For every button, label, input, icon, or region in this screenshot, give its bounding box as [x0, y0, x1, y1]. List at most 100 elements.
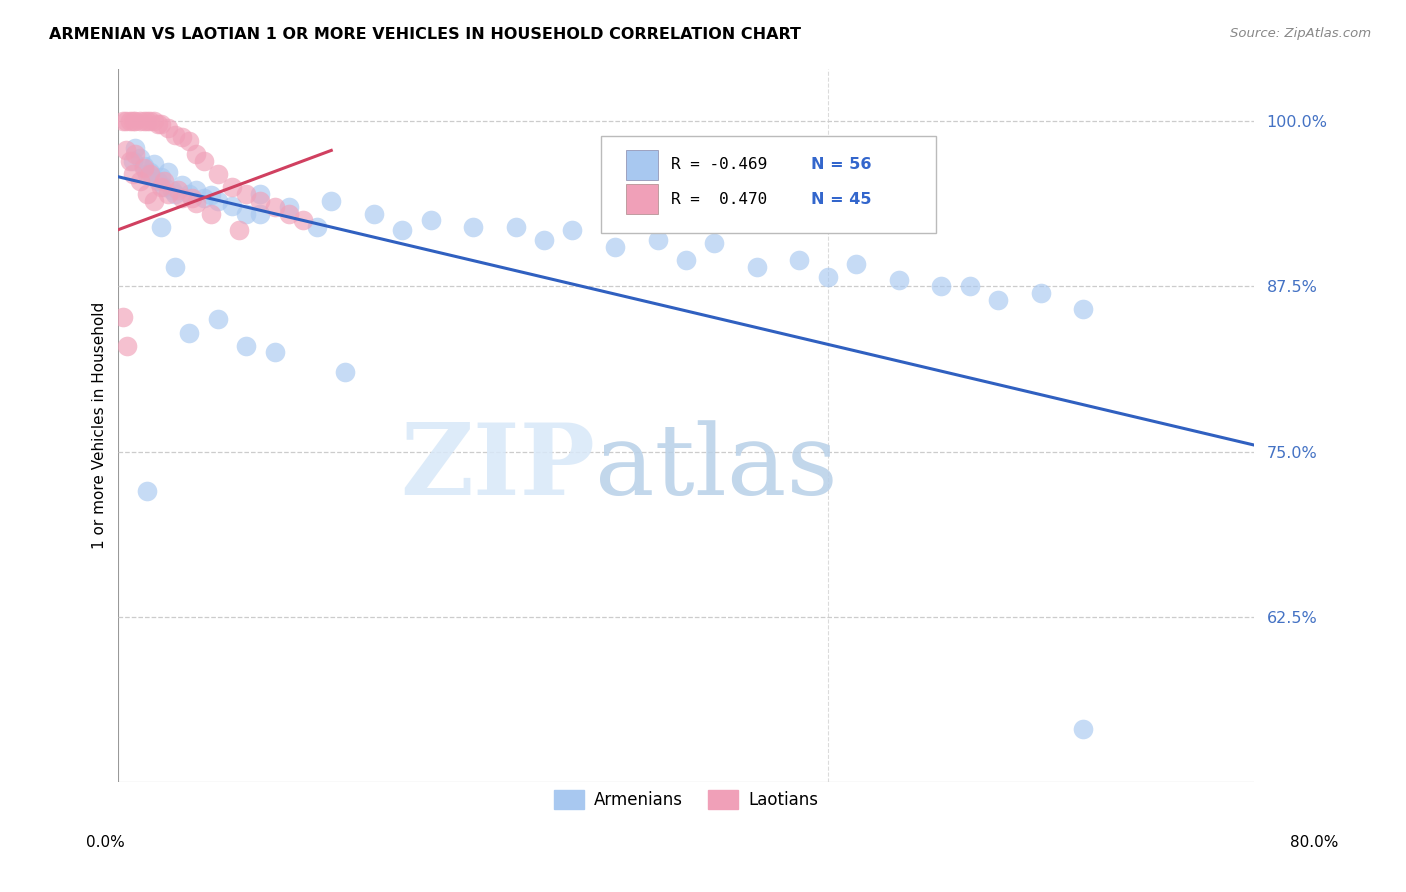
Point	[249, 186, 271, 201]
Point	[157, 186, 180, 201]
Point	[1071, 301, 1094, 316]
Point	[181, 191, 204, 205]
Point	[235, 186, 257, 201]
Point	[124, 114, 146, 128]
Point	[146, 174, 169, 188]
Point	[221, 180, 243, 194]
Point	[150, 219, 173, 234]
Point	[817, 270, 839, 285]
Point	[132, 159, 155, 173]
Point	[291, 213, 314, 227]
Text: ZIP: ZIP	[401, 419, 595, 516]
Point	[207, 167, 229, 181]
Point	[135, 484, 157, 499]
Point	[132, 114, 155, 128]
Point	[193, 153, 215, 168]
Point	[561, 222, 583, 236]
Text: N = 56: N = 56	[811, 157, 872, 172]
Point	[165, 128, 187, 142]
Point	[138, 167, 160, 181]
Point	[959, 279, 981, 293]
Point	[186, 196, 208, 211]
FancyBboxPatch shape	[600, 136, 936, 233]
Point	[419, 213, 441, 227]
Point	[179, 134, 201, 148]
Point	[307, 219, 329, 234]
Point	[132, 161, 155, 175]
Text: 80.0%: 80.0%	[1291, 836, 1339, 850]
Point	[1071, 722, 1094, 736]
Point	[153, 174, 176, 188]
Point	[114, 144, 136, 158]
Point	[111, 114, 134, 128]
Point	[463, 219, 485, 234]
Point	[121, 153, 143, 168]
Point	[845, 257, 868, 271]
Point	[603, 240, 626, 254]
Point	[153, 180, 176, 194]
Point	[115, 339, 138, 353]
Point	[124, 141, 146, 155]
Point	[207, 194, 229, 208]
Point	[172, 178, 194, 192]
Point	[111, 310, 134, 324]
Point	[321, 194, 343, 208]
Point	[135, 167, 157, 181]
Point	[157, 164, 180, 178]
Point	[363, 207, 385, 221]
Point	[703, 235, 725, 250]
Point	[162, 183, 184, 197]
Point	[533, 233, 555, 247]
Point	[221, 199, 243, 213]
Point	[135, 114, 157, 128]
Point	[165, 186, 187, 201]
Point	[186, 147, 208, 161]
Point	[228, 222, 250, 236]
Point	[1029, 286, 1052, 301]
Point	[124, 147, 146, 161]
Point	[121, 114, 143, 128]
Point	[207, 312, 229, 326]
Point	[335, 365, 357, 379]
Point	[193, 191, 215, 205]
Point	[128, 151, 150, 165]
Point	[142, 194, 165, 208]
Y-axis label: 1 or more Vehicles in Household: 1 or more Vehicles in Household	[93, 301, 107, 549]
Point	[200, 207, 222, 221]
Point	[172, 130, 194, 145]
Point	[200, 188, 222, 202]
Point	[150, 169, 173, 184]
Text: R =  0.470: R = 0.470	[671, 192, 768, 207]
Point	[263, 200, 285, 214]
Text: R = -0.469: R = -0.469	[671, 157, 768, 172]
Point	[277, 207, 299, 221]
Bar	[626, 184, 658, 214]
Text: Source: ZipAtlas.com: Source: ZipAtlas.com	[1230, 27, 1371, 40]
Point	[391, 222, 413, 236]
Point	[114, 114, 136, 128]
Point	[745, 260, 768, 274]
Point	[128, 174, 150, 188]
Point	[179, 326, 201, 340]
Text: N = 45: N = 45	[811, 192, 872, 207]
Point	[263, 345, 285, 359]
Point	[128, 114, 150, 128]
Point	[142, 156, 165, 170]
Point	[277, 200, 299, 214]
Bar	[626, 150, 658, 180]
Point	[789, 252, 811, 267]
Point	[172, 191, 194, 205]
Text: ARMENIAN VS LAOTIAN 1 OR MORE VEHICLES IN HOUSEHOLD CORRELATION CHART: ARMENIAN VS LAOTIAN 1 OR MORE VEHICLES I…	[49, 27, 801, 42]
Point	[249, 194, 271, 208]
Legend: Armenians, Laotians: Armenians, Laotians	[547, 783, 825, 816]
Point	[235, 339, 257, 353]
Point	[167, 183, 190, 197]
Point	[987, 293, 1010, 307]
Point	[157, 120, 180, 135]
Point	[179, 186, 201, 201]
Text: atlas: atlas	[595, 420, 838, 516]
Point	[165, 260, 187, 274]
Point	[135, 186, 157, 201]
Point	[138, 114, 160, 128]
Text: 0.0%: 0.0%	[86, 836, 125, 850]
